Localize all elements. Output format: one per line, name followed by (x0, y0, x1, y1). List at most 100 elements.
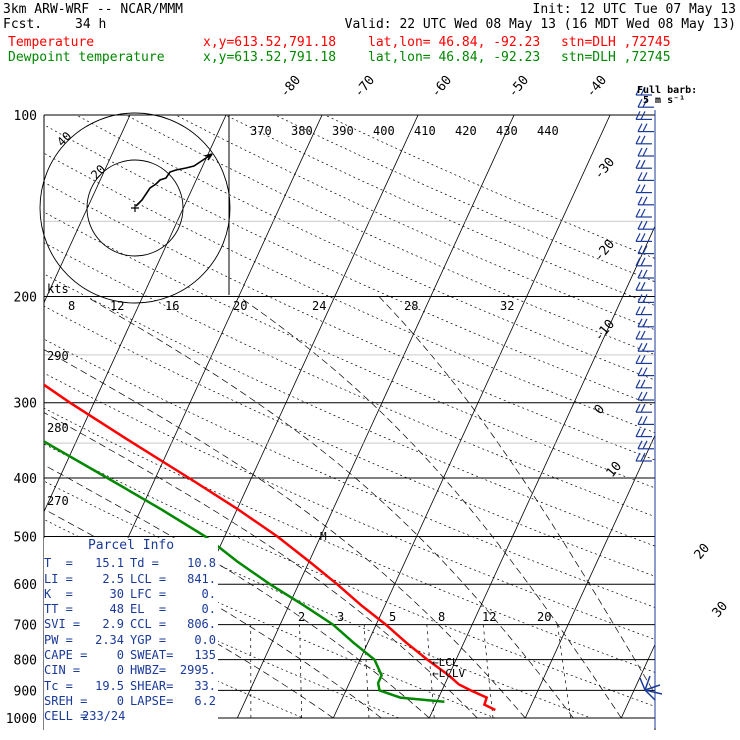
parcel-info-cell: CAPE = (44, 648, 88, 663)
mixing-ratio-label: 8 (438, 610, 445, 624)
parcel-info-cell: 30 (109, 586, 124, 601)
wind-barb (635, 355, 652, 364)
hodograph-arrow (204, 153, 213, 161)
isotherm-label: -40 (584, 73, 611, 101)
dry-adiabat-line (44, 480, 593, 718)
temperature-legend-xy: x,y=613.52,791.18 (203, 35, 337, 50)
temperature-profile-line (44, 383, 496, 712)
parcel-info-cell: LCL = (130, 571, 167, 586)
isotherm-label: 20 (692, 541, 714, 563)
theta-label: 410 (414, 124, 436, 138)
dewpoint-profile-line (44, 440, 445, 704)
wind-barb (637, 269, 654, 279)
isotherm-line (717, 115, 740, 718)
hodograph-origin (131, 204, 139, 212)
wind-barb (637, 367, 654, 377)
wind-barb (635, 111, 652, 121)
wind-barb (637, 196, 654, 206)
parcel-info-title: Parcel Info (87, 538, 175, 553)
hodograph-ring-40 (39, 112, 231, 304)
dewpoint-legend-label: Dewpoint temperature (8, 50, 165, 65)
parcel-info-cell: SHEAR= (130, 678, 174, 693)
hodograph-trace (135, 153, 213, 207)
theta-label: 400 (373, 124, 395, 138)
pressure-label: 500 (14, 530, 37, 545)
parcel-info-cell: 233/24 (82, 709, 126, 724)
hodograph-ring-20 (86, 159, 184, 257)
parcel-info-cell: 0. (201, 586, 216, 601)
parcel-info-row: PW = 2.34 YGP = 0.0 (44, 633, 218, 648)
theta-label: 380 (291, 124, 313, 138)
temperature-legend-latlon: lat,lon= 46.84, -92.23 (368, 35, 541, 50)
isotherm-label: -70 (352, 73, 379, 101)
pressure-label: 400 (14, 472, 37, 487)
parcel-info-cell: SWEAT= (130, 648, 174, 663)
parcel-info-cell: 19.5 (95, 678, 124, 693)
theta-label: 290 (47, 349, 69, 363)
wind-barb (635, 159, 652, 169)
parcel-info-cell: Tc = (44, 678, 73, 693)
moist-adiabat-line (238, 296, 622, 718)
init-time: Init: 12 UTC Tue 07 May 13 (532, 2, 737, 17)
theta-label: 270 (47, 494, 69, 508)
isotherm-label: 30 (710, 599, 732, 621)
parcel-info-cell: 0.0 (194, 632, 216, 647)
model-title: 3km ARW-WRF -- NCAR/MMM (3, 2, 184, 17)
dry-adiabat-line (44, 338, 655, 608)
parcel-info-row: CAPE = 0 SWEAT= 135 (44, 648, 218, 663)
dry-adiabat-line (125, 115, 655, 356)
isotherm-line (236, 115, 515, 718)
parcel-info-cell: TT = (44, 602, 73, 617)
hodograph-ring-label: 20 (88, 162, 108, 182)
marker-label: ←LCLV (432, 667, 465, 680)
dry-adiabat-line (44, 152, 655, 434)
wind-barb (637, 342, 654, 352)
parcel-info-cell: HWBZ= (130, 663, 167, 678)
parcel-info-row: LI = 2.5 LCL = 841. (44, 572, 218, 587)
parcel-info-cell: PW = (44, 632, 73, 647)
parcel-info-cell: T = (44, 556, 73, 571)
parcel-info-cell: EL = (130, 602, 167, 617)
pressure-label: 300 (14, 397, 37, 412)
parcel-info-cell: CELL = (44, 709, 88, 724)
isotherm-label: 0 (592, 402, 609, 418)
wind-barb (637, 172, 654, 181)
wind-barb (635, 281, 652, 291)
parcel-info-cell: 0 (116, 648, 124, 663)
wind-barb (635, 233, 652, 242)
valid-time: Valid: 22 UTC Wed 08 May 13 (16 MDT Wed … (344, 17, 736, 32)
wind-barb (635, 86, 652, 96)
isotherm-line (524, 434, 655, 718)
mixing-ratio-label: 20 (537, 610, 551, 624)
wind-barb (635, 184, 652, 194)
parcel-info-cell: SREH = (44, 693, 88, 708)
dry-adiabat-line (324, 115, 655, 259)
parcel-info-cell: 2.9 (102, 617, 124, 632)
isotherms (44, 115, 740, 718)
isotherm-label: -80 (278, 73, 305, 101)
dry-adiabat-line (44, 273, 655, 547)
parcel-info-cell: 33. (194, 678, 216, 693)
parcel-info-cell: 48 (109, 602, 124, 617)
wind-barb-cluster (639, 675, 663, 701)
wind-barb (635, 403, 652, 413)
pressure-label: 900 (14, 684, 37, 699)
parcel-info-cell: 2.5 (102, 571, 124, 586)
dewpoint-legend-latlon: lat,lon= 46.84, -92.23 (368, 50, 541, 65)
parcel-info-cell: 15.1 (95, 556, 124, 571)
wind-barb (637, 220, 654, 230)
hodograph-speed-label: 12 (110, 299, 124, 313)
pressure-label: 100 (14, 109, 37, 124)
dewpoint-legend-station: stn=DLH ,72745 (561, 50, 671, 65)
wind-barb (637, 318, 654, 328)
mixing-ratio-line (557, 624, 571, 718)
parcel-info-cell (124, 709, 178, 724)
hodograph-speed-label: 8 (68, 299, 75, 313)
wind-barb (635, 379, 652, 389)
temperature-legend-station: stn=DLH ,72745 (561, 35, 671, 50)
wind-barb (637, 440, 654, 450)
parcel-info-row: Tc = 19.5 SHEAR= 33. (44, 679, 218, 694)
forecast-label: Fcst. (3, 17, 43, 32)
hodograph-speed-label: 24 (312, 299, 326, 313)
wind-barb (635, 135, 652, 145)
